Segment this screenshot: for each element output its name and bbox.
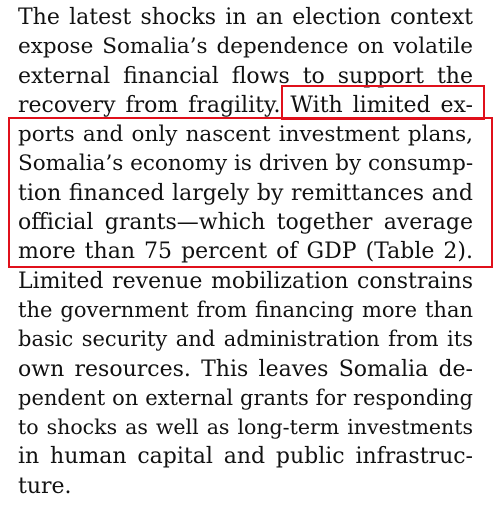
text-line: ture. [18, 473, 72, 499]
text-line: external financial flows to support the [18, 63, 473, 89]
text-line: basic security and administration from i… [18, 327, 473, 352]
text-line: pendent on external grants for respondin… [18, 385, 473, 410]
text-line: official grants—which together average [18, 210, 473, 236]
text-line: Somalia’s economy is driven by consump- [18, 151, 474, 177]
text-line: recovery from fragility. With limited ex… [18, 92, 473, 118]
text-line: Limited revenue mobilization constrains [18, 268, 473, 294]
document-paragraph: The latest shocks in an election context… [18, 3, 473, 501]
text-line: in human capital and public infrastruc- [18, 444, 473, 470]
text-line: more than 75 percent of GDP (Table 2). [18, 239, 473, 265]
text-line: to shocks as well as long-term investmen… [18, 415, 473, 440]
text-line: The latest shocks in an election context [18, 5, 473, 30]
text-line: ports and only nascent investment plans, [18, 122, 473, 148]
text-line: own resources. This leaves Somalia de- [18, 356, 473, 382]
text-line: expose Somalia’s dependence on volatile [18, 34, 473, 60]
text-line: tion financed largely by remittances and [18, 180, 473, 206]
text-line: the government from financing more than [18, 297, 473, 322]
